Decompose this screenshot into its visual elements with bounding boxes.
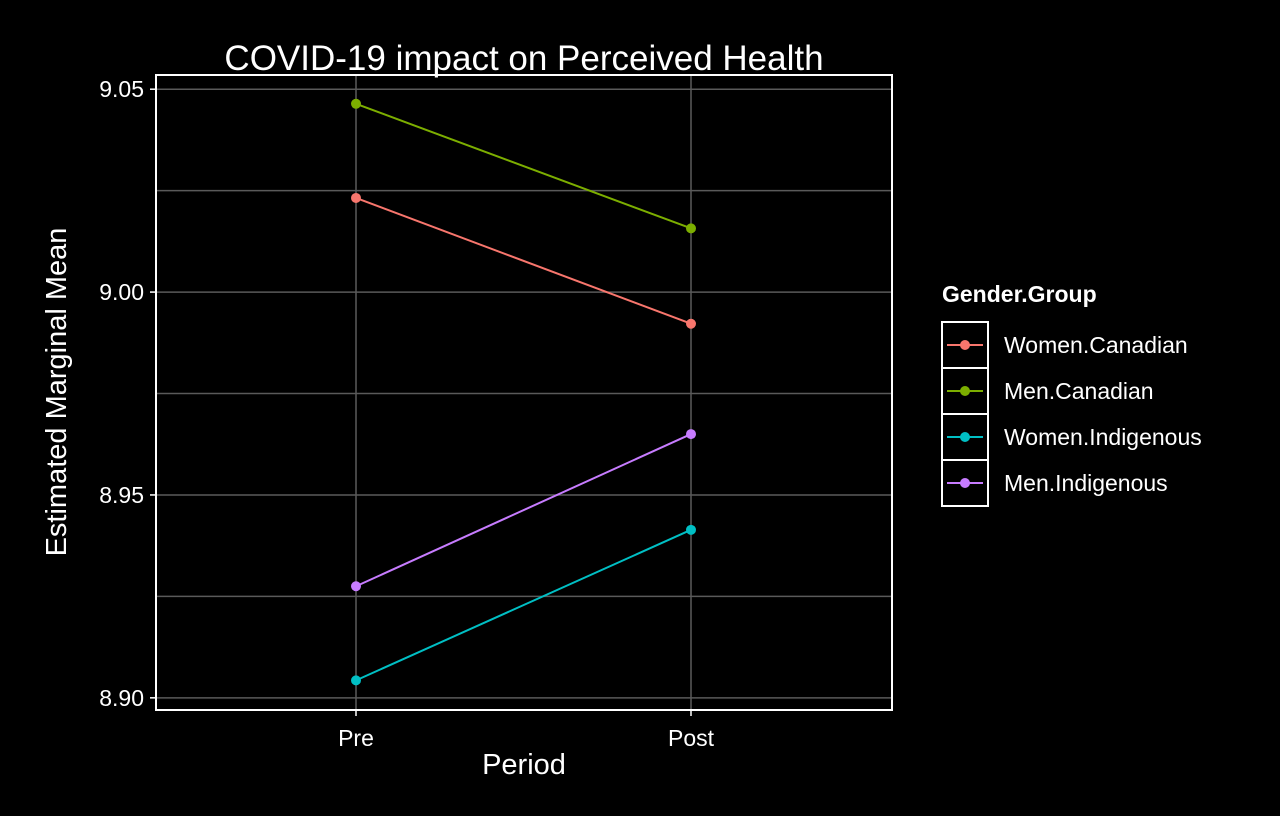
x-axis-title: Period [482, 749, 566, 781]
legend-item-men-indigenous: Men.Indigenous [941, 459, 1168, 507]
legend-item-men-canadian: Men.Canadian [941, 367, 1154, 415]
legend-title: Gender.Group [942, 281, 1097, 307]
data-point-women-canadian [351, 192, 361, 203]
grid-layer [156, 75, 892, 710]
legend: Gender.Group Women.CanadianMen.CanadianW… [941, 281, 1202, 507]
legend-key-point [960, 386, 970, 396]
data-point-men-canadian [351, 98, 361, 109]
data-point-women-indigenous [686, 524, 696, 535]
legend-key-point [960, 340, 970, 350]
legend-key-point [960, 432, 970, 442]
x-tick-labels: Pre Post [338, 710, 715, 751]
series-layer [351, 98, 696, 686]
series-line-men-indigenous [355, 433, 692, 588]
data-point-men-indigenous [686, 429, 696, 440]
x-tick-label: Pre [338, 725, 374, 751]
legend-label: Women.Indigenous [1004, 424, 1202, 450]
data-point-men-indigenous [351, 581, 361, 592]
legend-label: Women.Canadian [1004, 332, 1188, 358]
data-point-women-indigenous [351, 675, 361, 686]
chart-title: COVID-19 impact on Perceived Health [224, 39, 823, 78]
legend-items: Women.Canadian Men.Canadian Women.Indigeno… [941, 321, 1202, 507]
panel-border [155, 74, 893, 711]
legend-key-point [960, 478, 970, 488]
y-tick-labels: 8.90 8.95 9.00 9.05 [99, 76, 156, 711]
y-axis-title: Estimated Marginal Mean [41, 228, 73, 557]
x-tick-label: Post [668, 725, 715, 751]
legend-item-women-indigenous: Women.Indigenous [941, 413, 1202, 461]
y-tick-label: 9.05 [99, 76, 144, 102]
legend-label: Men.Canadian [1004, 378, 1154, 404]
data-point-women-canadian [686, 318, 696, 329]
y-tick-label: 8.95 [99, 482, 144, 508]
data-point-men-canadian [686, 223, 696, 234]
legend-label: Men.Indigenous [1004, 470, 1168, 496]
y-tick-label: 9.00 [99, 279, 144, 305]
y-tick-label: 8.90 [99, 685, 144, 711]
series-line-women-indigenous [355, 528, 692, 682]
legend-item-women-canadian: Women.Canadian [941, 321, 1188, 369]
series-line-men-canadian [355, 102, 692, 230]
series-line-women-canadian [355, 197, 692, 325]
